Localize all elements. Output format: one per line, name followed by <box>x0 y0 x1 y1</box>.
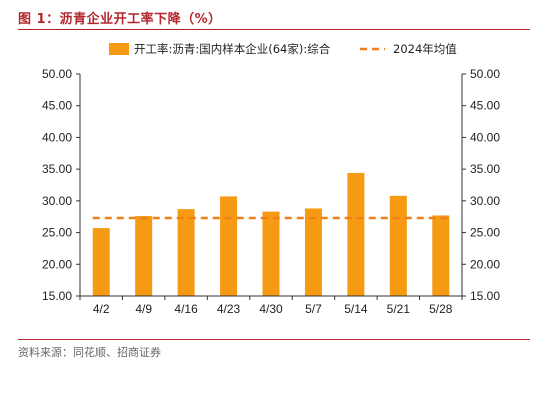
title-divider <box>18 29 530 30</box>
x-tick-label: 5/14 <box>344 302 368 316</box>
left-y-axis: 15.00 20.00 25.00 30.00 35.00 40.00 45.00 50.00 <box>42 67 81 303</box>
x-tick-label: 4/23 <box>217 302 241 316</box>
bar-4-16 <box>177 209 195 296</box>
legend: 开工率:沥青:国内样本企业(64家):综合 2024年均值 <box>109 42 457 56</box>
right-tick-label: 40.00 <box>470 130 500 144</box>
left-tick-label: 50.00 <box>42 67 72 81</box>
right-tick-label: 20.00 <box>470 257 500 271</box>
left-tick-label: 40.00 <box>42 130 72 144</box>
x-tick-label: 5/28 <box>429 302 453 316</box>
footer-divider <box>18 339 530 340</box>
x-tick-label: 4/2 <box>93 302 110 316</box>
legend-label-bar: 开工率:沥青:国内样本企业(64家):综合 <box>134 42 331 56</box>
left-tick-label: 25.00 <box>42 226 72 240</box>
bar-5-7 <box>304 208 322 296</box>
bar-4-2 <box>92 228 110 296</box>
left-tick-label: 30.00 <box>42 194 72 208</box>
legend-swatch-bar <box>109 43 129 55</box>
left-tick-label: 15.00 <box>42 289 72 303</box>
x-tick-label: 5/21 <box>387 302 411 316</box>
source-note: 资料来源：同花顺、招商证券 <box>18 346 161 359</box>
x-tick-label: 4/9 <box>135 302 152 316</box>
right-tick-label: 45.00 <box>470 99 500 113</box>
right-tick-label: 30.00 <box>470 194 500 208</box>
left-tick-label: 45.00 <box>42 99 72 113</box>
legend-label-avg: 2024年均值 <box>393 42 457 56</box>
right-y-axis: 15.00 20.00 25.00 30.00 35.00 40.00 45.00 50.00 <box>461 67 500 303</box>
bar-chart: 开工率:沥青:国内样本企业(64家):综合 2024年均值 15.00 20.00… <box>42 42 500 316</box>
bar-4-30 <box>262 211 280 296</box>
bar-5-28 <box>432 215 450 296</box>
x-tick-label: 4/30 <box>259 302 283 316</box>
x-tick-label: 4/16 <box>174 302 198 316</box>
right-tick-label: 25.00 <box>470 226 500 240</box>
bar-4-9 <box>135 216 153 296</box>
x-tick-label: 5/7 <box>305 302 322 316</box>
bar-5-14 <box>347 172 365 296</box>
right-tick-label: 15.00 <box>470 289 500 303</box>
chart-title: 图 1：沥青企业开工率下降（%） <box>18 12 222 27</box>
right-tick-label: 50.00 <box>470 67 500 81</box>
bar-series <box>92 172 450 296</box>
left-tick-label: 20.00 <box>42 257 72 271</box>
right-tick-label: 35.00 <box>470 162 500 176</box>
x-axis: 4/2 4/9 4/16 4/23 4/30 5/7 5/14 5/21 5/28 <box>79 295 463 316</box>
left-tick-label: 35.00 <box>42 162 72 176</box>
bar-4-23 <box>220 196 238 296</box>
bar-5-21 <box>389 195 407 296</box>
